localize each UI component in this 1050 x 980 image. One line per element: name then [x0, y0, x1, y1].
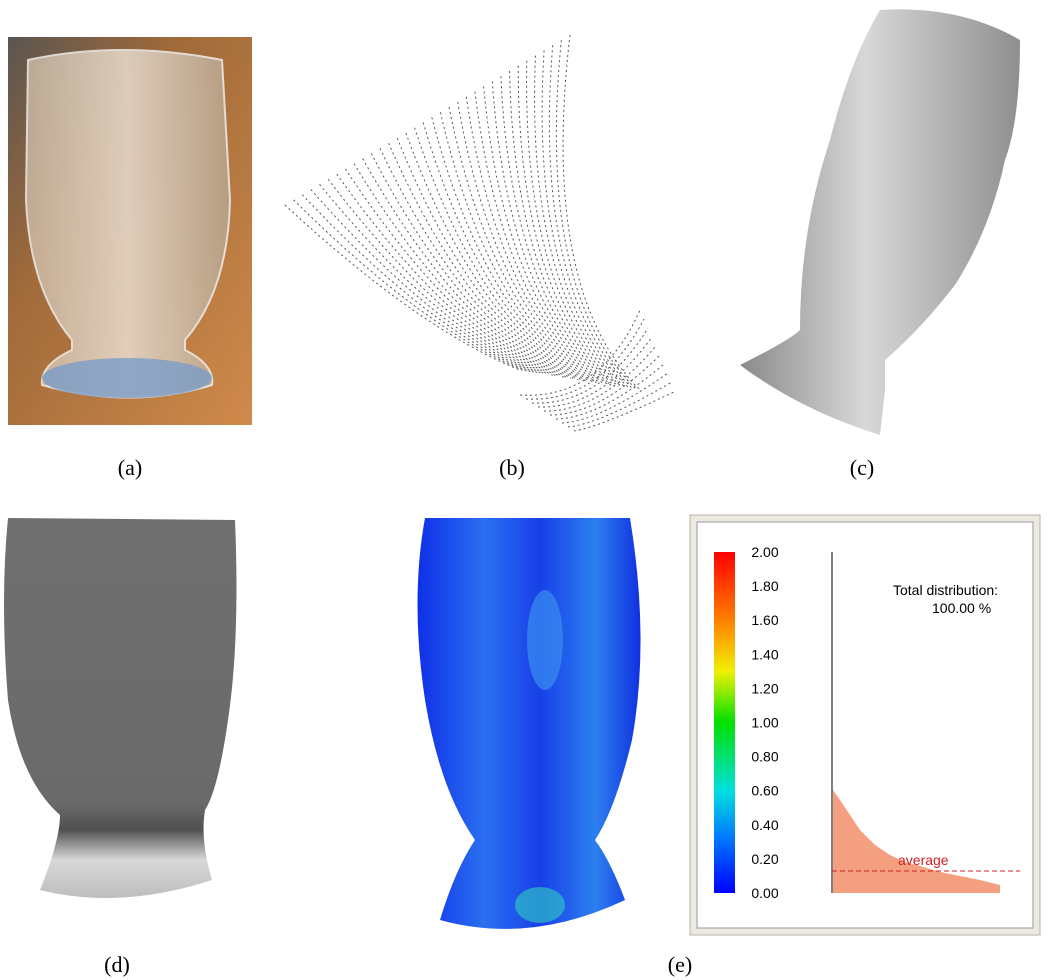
point-row — [337, 174, 542, 374]
caption: (d) — [104, 952, 130, 977]
colorbar-tick-label: 1.20 — [751, 680, 778, 696]
photo-glass — [8, 37, 252, 425]
point-row — [484, 87, 604, 384]
point-row — [397, 138, 567, 378]
caption: (a) — [118, 455, 142, 480]
point-row — [363, 159, 553, 376]
point-row — [302, 195, 527, 372]
colorbar-tick-label: 0.80 — [751, 749, 778, 765]
colorbar-tick-label: 0.00 — [751, 885, 778, 901]
point-row — [449, 107, 589, 381]
shaded-model-front — [4, 518, 236, 898]
caption: (c) — [850, 455, 874, 480]
colorbar-tick-label: 1.60 — [751, 612, 778, 628]
colorbar-tick-label: 0.20 — [751, 851, 778, 867]
figure: average Total distribution: 100.00 % 2.0… — [0, 0, 1050, 980]
colorbar-tick-label: 0.60 — [751, 783, 778, 799]
point-row — [320, 184, 535, 372]
point-row — [549, 45, 632, 388]
point-row — [527, 61, 622, 387]
point-row — [535, 56, 626, 388]
colorbar-tick-label: 0.40 — [751, 817, 778, 833]
deviation-map — [418, 518, 641, 929]
colorbar-tick-label: 1.80 — [751, 578, 778, 594]
color-bar — [714, 552, 735, 893]
deviation-spot — [527, 590, 563, 690]
legend-panel: average Total distribution: 100.00 % 2.0… — [690, 515, 1040, 935]
average-label: average — [898, 852, 949, 868]
point-row — [311, 190, 531, 372]
shaded-model-tilted — [740, 9, 1020, 435]
deviation-spot — [515, 887, 565, 923]
point-row — [440, 112, 585, 381]
hist-total: 100.00 % — [932, 600, 991, 616]
point-row — [550, 355, 660, 415]
point-row — [556, 364, 664, 419]
point-row — [294, 200, 524, 371]
point-cloud — [285, 35, 676, 431]
point-row — [423, 123, 578, 380]
point-row — [380, 148, 560, 376]
caption: (b) — [499, 455, 525, 480]
point-row — [556, 40, 636, 389]
point-row — [563, 35, 640, 390]
colorbar-tick-label: 1.40 — [751, 646, 778, 662]
colorbar-tick-label: 2.00 — [751, 544, 778, 560]
point-row — [345, 169, 545, 374]
caption: (e) — [668, 952, 692, 977]
point-row — [544, 346, 656, 411]
point-row — [285, 205, 520, 370]
colorbar-tick-label: 1.00 — [751, 715, 778, 731]
hist-title: Total distribution: — [893, 582, 998, 598]
point-row — [574, 391, 676, 431]
